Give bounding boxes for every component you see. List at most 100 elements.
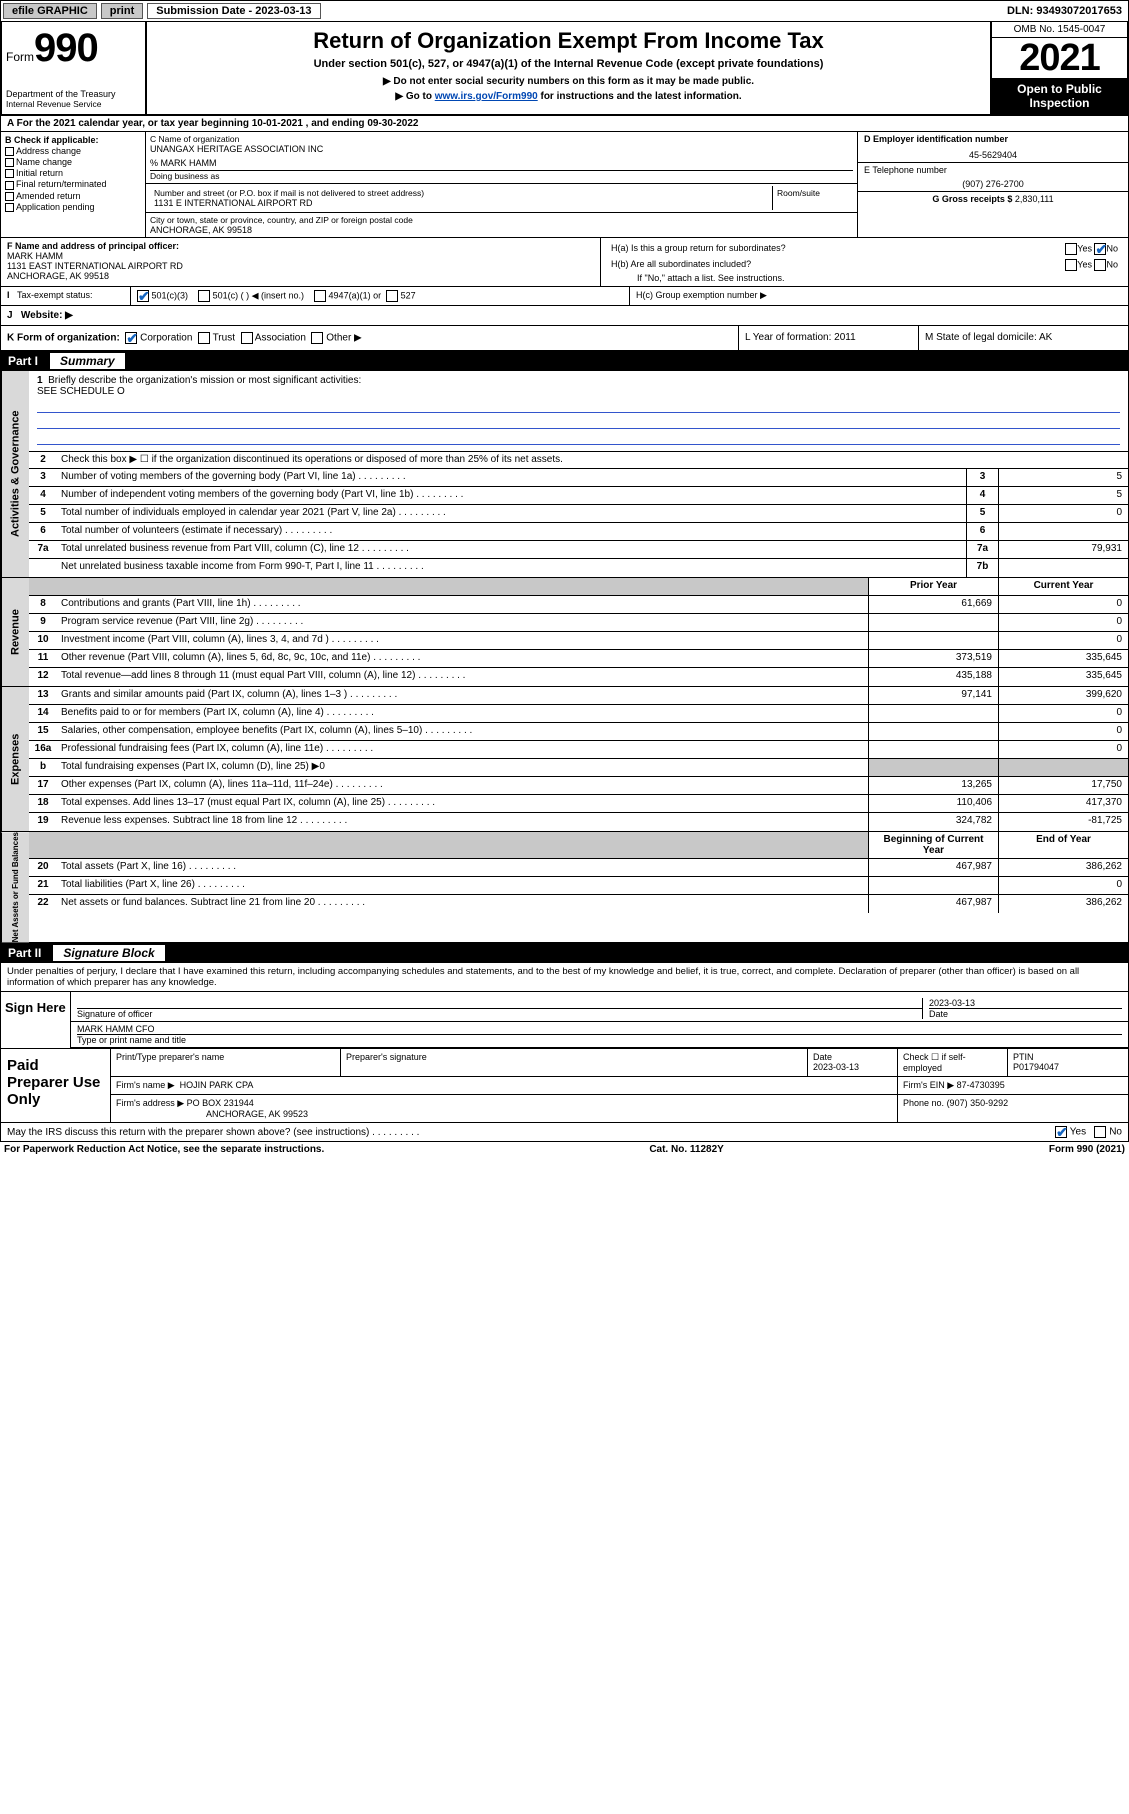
line-desc: Net unrelated business taxable income fr… <box>57 559 966 577</box>
discuss-yes-checkbox[interactable] <box>1055 1126 1067 1138</box>
ein-label: D Employer identification number <box>864 134 1122 144</box>
table-row: 3 Number of voting members of the govern… <box>29 469 1128 487</box>
table-row: 22 Net assets or fund balances. Subtract… <box>29 895 1128 913</box>
prior-value: 324,782 <box>868 813 998 831</box>
chk-other[interactable] <box>311 332 323 344</box>
irs-link[interactable]: www.irs.gov/Form990 <box>435 91 538 102</box>
box-k: K Form of organization: Corporation Trus… <box>1 326 738 350</box>
officer-addr2: ANCHORAGE, AK 99518 <box>7 271 594 281</box>
chk-application-pending[interactable]: Application pending <box>5 202 141 212</box>
prior-value: 61,669 <box>868 596 998 613</box>
hb-no-checkbox[interactable] <box>1094 259 1106 271</box>
print-button[interactable]: print <box>101 3 143 19</box>
line1-label: Briefly describe the organization's miss… <box>48 375 361 386</box>
col-current-year: Current Year <box>998 578 1128 595</box>
open-inspection: Open to Public Inspection <box>992 78 1127 114</box>
form-990-number: 990 <box>34 26 98 70</box>
org-care-of: % MARK HAMM <box>150 158 853 168</box>
line-desc: Total fundraising expenses (Part IX, col… <box>57 759 868 776</box>
mission-line <box>37 431 1120 445</box>
line-number: 10 <box>29 632 57 649</box>
prep-row3: Firm's address ▶ PO BOX 231944 ANCHORAGE… <box>111 1095 1128 1122</box>
table-row: 4 Number of independent voting members o… <box>29 487 1128 505</box>
prior-value: 467,987 <box>868 859 998 876</box>
chk-501c3[interactable] <box>137 290 149 302</box>
dln-label: DLN: 93493072017653 <box>1007 5 1128 17</box>
part1-body: Activities & Governance 1 Briefly descri… <box>0 371 1129 943</box>
line-number: 8 <box>29 596 57 613</box>
line1-value: SEE SCHEDULE O <box>37 386 125 397</box>
goto-prefix: ▶ Go to <box>395 91 434 102</box>
prior-value: 13,265 <box>868 777 998 794</box>
chk-final-return[interactable]: Final return/terminated <box>5 179 141 189</box>
chk-corporation[interactable] <box>125 332 137 344</box>
chk-initial-return[interactable]: Initial return <box>5 168 141 178</box>
perjury-note: Under penalties of perjury, I declare th… <box>1 963 1128 992</box>
revenue-rows: Prior Year Current Year 8 Contributions … <box>29 578 1128 686</box>
prep-date-cell: Date2023-03-13 <box>808 1049 898 1076</box>
page-footer: For Paperwork Reduction Act Notice, see … <box>0 1142 1129 1157</box>
ha-yes-checkbox[interactable] <box>1065 243 1077 255</box>
current-value: 386,262 <box>998 859 1128 876</box>
efile-button[interactable]: efile GRAPHIC <box>3 3 97 19</box>
line-desc: Program service revenue (Part VIII, line… <box>57 614 868 631</box>
gross-value: 2,830,111 <box>1015 194 1054 204</box>
sign-here-row: Sign Here Signature of officer 2023-03-1… <box>1 992 1128 1048</box>
chk-trust[interactable] <box>198 332 210 344</box>
mission-line <box>37 415 1120 429</box>
city-label: City or town, state or province, country… <box>150 215 853 225</box>
line2-row: 2 Check this box ▶ ☐ if the organization… <box>29 451 1128 469</box>
firm-name-cell: Firm's name ▶ HOJIN PARK CPA <box>111 1077 898 1094</box>
mission-block: 1 Briefly describe the organization's mi… <box>29 371 1128 451</box>
line-number: 15 <box>29 723 57 740</box>
chk-association[interactable] <box>241 332 253 344</box>
hb-row: H(b) Are all subordinates included? Yes … <box>607 257 1122 273</box>
hb-label: H(b) Are all subordinates included? <box>607 257 1012 273</box>
chk-4947[interactable] <box>314 290 326 302</box>
form-header: Form990 Department of the Treasury Inter… <box>0 22 1129 116</box>
chk-501c[interactable] <box>198 290 210 302</box>
net-col-header-row: Beginning of Current Year End of Year <box>29 832 1128 859</box>
table-row: Net unrelated business taxable income fr… <box>29 559 1128 577</box>
footer-center: Cat. No. 11282Y <box>324 1144 1049 1155</box>
ein-row: D Employer identification number 45-5629… <box>858 132 1128 163</box>
line-desc: Total liabilities (Part X, line 26) <box>57 877 868 894</box>
status-row: I Tax-exempt status: 501(c)(3) 501(c) ( … <box>0 287 1129 306</box>
side-netassets: Net Assets or Fund Balances <box>1 832 29 942</box>
org-name-value: UNANGAX HERITAGE ASSOCIATION INC <box>150 144 853 154</box>
line-box: 7a <box>966 541 998 558</box>
box-h: H(a) Is this a group return for subordin… <box>601 238 1128 286</box>
line-desc: Total unrelated business revenue from Pa… <box>57 541 966 558</box>
hb-note: If "No," attach a list. See instructions… <box>607 273 1122 283</box>
officer-name-line: MARK HAMM CFO Type or print name and tit… <box>71 1022 1128 1048</box>
dept-treasury: Department of the Treasury <box>6 89 141 99</box>
box-f-label: F Name and address of principal officer: <box>7 241 594 251</box>
box-b: B Check if applicable: Address change Na… <box>1 132 146 237</box>
chk-527[interactable] <box>386 290 398 302</box>
ha-no-checkbox[interactable] <box>1094 243 1106 255</box>
prior-value: 435,188 <box>868 668 998 686</box>
line-desc: Total number of volunteers (estimate if … <box>57 523 966 540</box>
line-number: 6 <box>29 523 57 540</box>
table-row: 11 Other revenue (Part VIII, column (A),… <box>29 650 1128 668</box>
discuss-no-checkbox[interactable] <box>1094 1126 1106 1138</box>
ha-row: H(a) Is this a group return for subordin… <box>607 241 1122 257</box>
chk-amended-return[interactable]: Amended return <box>5 191 141 201</box>
line-value: 5 <box>998 469 1128 486</box>
line-number: 22 <box>29 895 57 913</box>
prep-selfemp-cell: Check ☐ if self-employed <box>898 1049 1008 1076</box>
part2-title: Signature Block <box>53 945 164 961</box>
line-desc: Total number of individuals employed in … <box>57 505 966 522</box>
line-desc: Other revenue (Part VIII, column (A), li… <box>57 650 868 667</box>
line-desc: Number of voting members of the governin… <box>57 469 966 486</box>
col-boy: Beginning of Current Year <box>868 832 998 858</box>
chk-name-change[interactable]: Name change <box>5 157 141 167</box>
line-desc: Contributions and grants (Part VIII, lin… <box>57 596 868 613</box>
line-box: 4 <box>966 487 998 504</box>
chk-address-change[interactable]: Address change <box>5 146 141 156</box>
line-number: 13 <box>29 687 57 704</box>
signature-block: Under penalties of perjury, I declare th… <box>0 963 1129 1123</box>
ha-label: H(a) Is this a group return for subordin… <box>607 241 1012 257</box>
room-suite-label: Room/suite <box>773 186 853 210</box>
hb-yes-checkbox[interactable] <box>1065 259 1077 271</box>
